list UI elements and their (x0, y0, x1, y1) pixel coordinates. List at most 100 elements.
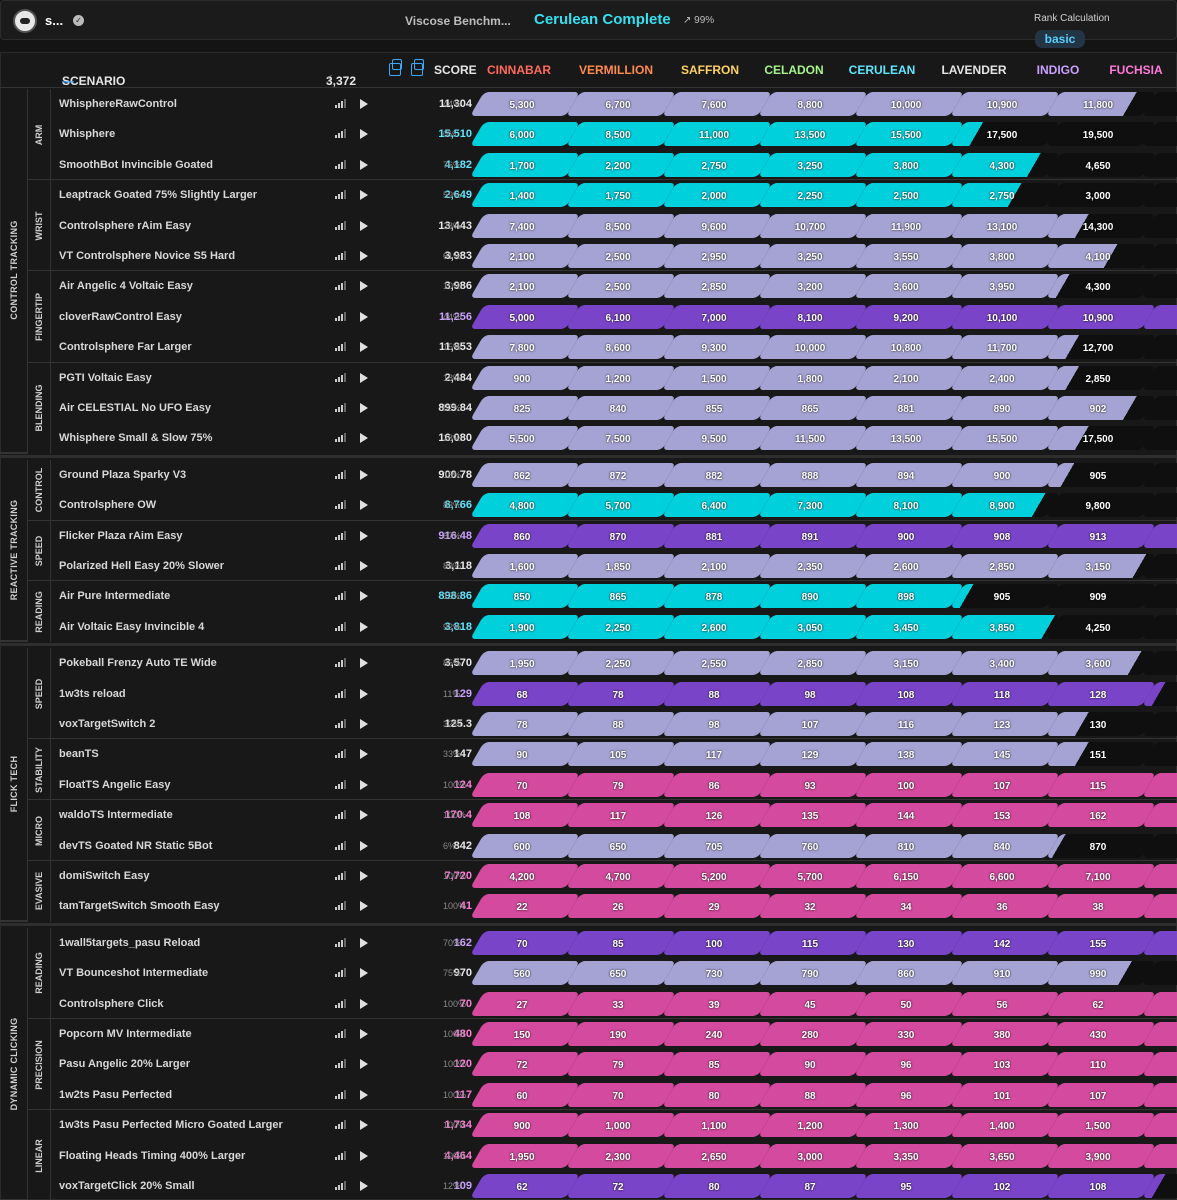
stats-icon[interactable] (335, 433, 346, 443)
scenario-name[interactable]: 1w3ts Pasu Perfected Micro Goated Larger (59, 1119, 283, 1132)
scenario-name[interactable]: Controlsphere Click (59, 997, 164, 1010)
scenario-name[interactable]: Whisphere Small & Slow 75% (59, 432, 213, 445)
stats-icon[interactable] (335, 840, 346, 850)
scenario-row[interactable]: Controlsphere rAim Easy 13,443 28% 7,400… (51, 211, 1177, 241)
scenario-row[interactable]: SmoothBot Invincible Goated 4,182 76% 1,… (51, 150, 1177, 180)
play-icon[interactable] (360, 190, 368, 201)
scenario-name[interactable]: Air Voltaic Easy Invincible 4 (59, 620, 205, 633)
scenario-row[interactable]: Popcorn MV Intermediate 480 100% 150 190… (51, 1019, 1177, 1049)
scenario-row[interactable]: Controlsphere Click 70 100% 27 33 39 45 … (51, 989, 1177, 1019)
scenario-row[interactable]: 1wall5targets_pasu Reload 162 70% 70 85 … (51, 928, 1177, 958)
scenario-row[interactable]: FloatTS Angelic Easy 124 100% 70 79 86 9… (51, 770, 1177, 800)
scenario-name[interactable]: devTS Goated NR Static 5Bot (59, 839, 213, 852)
scenario-row[interactable]: beanTS 147 33% 90 105 117 129 138 145 15… (51, 739, 1177, 769)
scenario-name[interactable]: Leaptrack Goated 75% Slightly Larger (59, 189, 258, 202)
stats-icon[interactable] (335, 998, 346, 1008)
benchmark-title[interactable]: Viscose Benchm... (405, 14, 511, 28)
stats-icon[interactable] (335, 342, 346, 352)
scenario-row[interactable]: Pasu Angelic 20% Larger 120 100% 72 79 8… (51, 1049, 1177, 1079)
stats-icon[interactable] (335, 749, 346, 759)
play-icon[interactable] (360, 311, 368, 322)
copy-icon[interactable] (389, 59, 402, 76)
scenario-name[interactable]: PGTI Voltaic Easy (59, 371, 152, 384)
scenario-name[interactable]: VT Controlsphere Novice S5 Hard (59, 250, 236, 262)
play-icon[interactable] (360, 998, 368, 1009)
scenario-name[interactable]: Controlsphere rAim Easy (59, 219, 192, 232)
scenario-row[interactable]: Leaptrack Goated 75% Slightly Larger 2,6… (51, 180, 1177, 210)
stats-icon[interactable] (335, 159, 346, 169)
play-icon[interactable] (360, 159, 368, 170)
scenario-name[interactable]: Flicker Plaza rAim Easy (59, 529, 183, 542)
scenario-row[interactable]: Air CELESTIAL No UFO Easy 899.84 82% 825… (51, 393, 1177, 423)
scenario-row[interactable]: 1w2ts Pasu Perfected 117 100% 60 70 80 8… (51, 1080, 1177, 1110)
play-icon[interactable] (360, 1059, 368, 1070)
scenario-name[interactable]: domiSwitch Easy (59, 870, 150, 882)
scenario-name[interactable]: FloatTS Angelic Easy (59, 778, 171, 791)
play-icon[interactable] (360, 840, 368, 851)
scenario-row[interactable]: waldoTS Intermediate 170.4 100% 108 117 … (51, 800, 1177, 830)
scenario-name[interactable]: Controlsphere OW (59, 499, 157, 512)
scenario-row[interactable]: domiSwitch Easy 7,720 100% 4,200 4,700 5… (51, 861, 1177, 891)
play-icon[interactable] (360, 1089, 368, 1100)
stats-icon[interactable] (335, 719, 346, 728)
rank-mode-toggle[interactable]: basic (1035, 30, 1085, 48)
scenario-name[interactable]: Popcorn MV Intermediate (59, 1028, 192, 1040)
scenario-row[interactable]: 1w3ts reload 129 11% 68 78 88 98 108 118… (51, 679, 1177, 709)
play-icon[interactable] (360, 719, 368, 729)
stats-icon[interactable] (335, 190, 346, 200)
scenario-row[interactable]: WhisphereRawControl 11,304 44% 5,300 6,7… (51, 89, 1177, 119)
stats-icon[interactable] (335, 591, 346, 601)
scenario-name[interactable]: VT Bounceshot Intermediate (59, 967, 209, 980)
scenario-name[interactable]: Air CELESTIAL No UFO Easy (59, 402, 211, 414)
scenario-row[interactable]: Air Angelic 4 Voltaic Easy 3,986 10% 2,1… (51, 271, 1177, 301)
play-icon[interactable] (360, 469, 368, 480)
scenario-name[interactable]: WhisphereRawControl (59, 98, 177, 110)
score-header[interactable]: SCORE (434, 63, 477, 77)
stats-icon[interactable] (335, 688, 346, 698)
scenario-row[interactable]: voxTargetClick 20% Small 109 12% 62 72 8… (51, 1171, 1177, 1200)
stats-icon[interactable] (335, 281, 346, 291)
scenario-name[interactable]: Controlsphere Far Larger (59, 341, 192, 354)
scenario-row[interactable]: VT Bounceshot Intermediate 970 75% 560 6… (51, 958, 1177, 988)
scenario-name[interactable]: Polarized Hell Easy 20% Slower (59, 560, 225, 572)
scenario-row[interactable]: voxTargetSwitch 2 125.3 32% 78 88 98 107… (51, 709, 1177, 739)
stats-icon[interactable] (335, 1181, 346, 1190)
stats-icon[interactable] (335, 1029, 346, 1038)
stats-icon[interactable] (335, 901, 346, 911)
scenario-name[interactable]: beanTS (59, 748, 99, 761)
scenario-name[interactable]: tamTargetSwitch Smooth Easy (59, 900, 220, 913)
play-icon[interactable] (360, 1120, 368, 1131)
scenario-name[interactable]: Floating Heads Timing 400% Larger (59, 1149, 246, 1162)
scenario-row[interactable]: Flicker Plaza rAim Easy 916.48 87% 860 8… (51, 521, 1177, 551)
stats-icon[interactable] (335, 530, 346, 540)
scenario-name[interactable]: Pasu Angelic 20% Larger (59, 1058, 191, 1071)
stats-icon[interactable] (335, 311, 346, 321)
play-icon[interactable] (360, 621, 368, 632)
play-icon[interactable] (360, 342, 368, 353)
play-icon[interactable] (360, 779, 368, 790)
scenario-row[interactable]: Whisphere Small & Slow 75% 16,080 28% 5,… (51, 423, 1177, 453)
stats-icon[interactable] (335, 469, 346, 479)
scenario-name[interactable]: Whisphere (59, 128, 116, 141)
play-icon[interactable] (360, 403, 368, 413)
play-icon[interactable] (360, 1029, 368, 1039)
play-icon[interactable] (360, 871, 368, 881)
stats-icon[interactable] (335, 251, 346, 260)
stats-icon[interactable] (335, 372, 346, 382)
scenario-name[interactable]: voxTargetSwitch 2 (59, 718, 156, 730)
play-icon[interactable] (360, 251, 368, 261)
scenario-row[interactable]: Controlsphere Far Larger 11,853 15% 7,80… (51, 332, 1177, 362)
play-icon[interactable] (360, 810, 368, 821)
play-icon[interactable] (360, 901, 368, 912)
scenario-row[interactable]: cloverRawControl Easy 11,256 44% 5,000 6… (51, 302, 1177, 332)
stats-icon[interactable] (335, 968, 346, 978)
scenario-name[interactable]: Air Angelic 4 Voltaic Easy (59, 280, 193, 293)
scenario-row[interactable]: 1w3ts Pasu Perfected Micro Goated Larger… (51, 1110, 1177, 1140)
play-icon[interactable] (360, 688, 368, 699)
stats-icon[interactable] (335, 1059, 346, 1069)
scenario-name[interactable]: 1wall5targets_pasu Reload (59, 936, 201, 949)
scenario-name[interactable]: Air Pure Intermediate (59, 590, 171, 603)
scenario-name[interactable]: Pokeball Frenzy Auto TE Wide (59, 657, 217, 670)
stats-icon[interactable] (335, 220, 346, 230)
play-icon[interactable] (360, 937, 368, 948)
